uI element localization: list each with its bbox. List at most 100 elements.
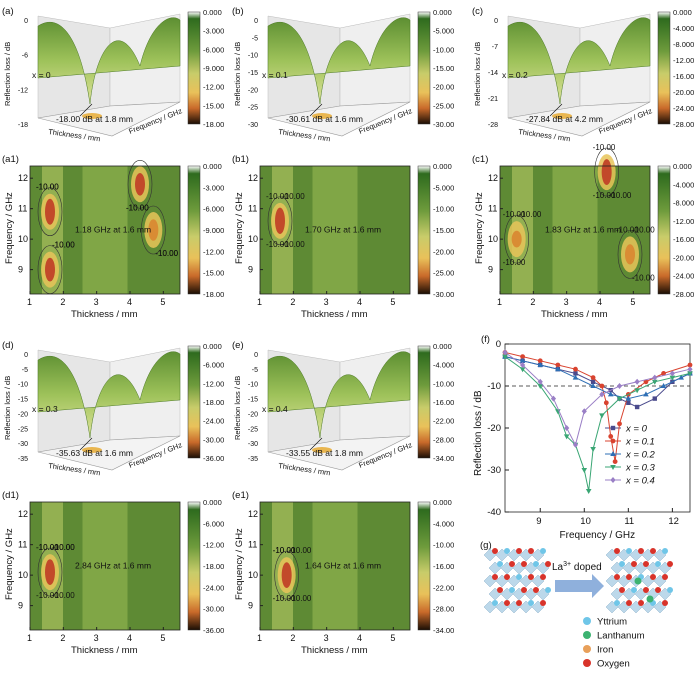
y-axis-label: Frequency / GHz bbox=[4, 192, 15, 264]
atom bbox=[626, 574, 632, 580]
atom bbox=[619, 561, 625, 567]
composition-label: x = 0.3 bbox=[32, 404, 58, 414]
colorbar-label: -15.00 bbox=[203, 269, 224, 278]
x-tick-label: 5 bbox=[160, 297, 165, 307]
x-tick-label: 3 bbox=[94, 297, 99, 307]
colorbar-label: -3.000 bbox=[203, 183, 224, 192]
y-tick-label: 11 bbox=[18, 204, 27, 214]
contour-label: -10.00 bbox=[36, 591, 59, 600]
atom bbox=[655, 561, 661, 567]
panel-tag: (c) bbox=[472, 6, 483, 17]
panel-tag: (d) bbox=[2, 340, 14, 351]
colorbar bbox=[417, 345, 431, 459]
colorbar-label: 0.000 bbox=[203, 498, 222, 507]
colorbar-label: -18.00 bbox=[203, 290, 224, 299]
colorbar-label: 0.000 bbox=[203, 342, 222, 351]
atom bbox=[528, 548, 534, 554]
colorbar-label: -36.00 bbox=[203, 626, 224, 635]
colorbar-label: 0.000 bbox=[203, 8, 222, 17]
structure-panel: (g) La3+ doped Yttrium Lanthanum Iron Oxygen bbox=[480, 540, 673, 670]
annotation-pointer bbox=[549, 103, 563, 117]
colorbar-label: -18.00 bbox=[203, 562, 224, 571]
atom bbox=[533, 561, 539, 567]
colorbar-label: -10.00 bbox=[433, 541, 454, 550]
contour-line bbox=[617, 230, 643, 279]
legend-label: x = 0.1 bbox=[625, 437, 655, 448]
data-point bbox=[537, 358, 543, 364]
colorbar-label: -4.000 bbox=[433, 519, 454, 528]
atom bbox=[626, 600, 632, 606]
x-tick-label: 5 bbox=[630, 297, 635, 307]
atom bbox=[504, 600, 510, 606]
x-axis-label: Thickness / mm bbox=[71, 309, 138, 320]
colorbar-label: -5.000 bbox=[433, 183, 454, 192]
surface bbox=[507, 17, 651, 105]
heatmap-band bbox=[552, 166, 598, 294]
y-tick-label: -10 bbox=[487, 381, 501, 392]
data-point bbox=[625, 395, 632, 401]
data-point bbox=[634, 404, 640, 410]
data-point bbox=[519, 357, 526, 363]
z-axis-label: Reflection loss / dB bbox=[473, 42, 482, 106]
x-tick-label: 11 bbox=[624, 516, 634, 527]
colorbar-label: -12.00 bbox=[203, 83, 224, 92]
colorbar-label: -4.000 bbox=[673, 180, 694, 189]
contour-label: -10.00 bbox=[155, 249, 178, 258]
z-tick-label: 0 bbox=[254, 18, 258, 25]
panel-tag: (a) bbox=[2, 6, 14, 17]
data-point bbox=[581, 468, 588, 473]
colorbar-label: -15.00 bbox=[433, 64, 454, 73]
colorbar-label: -16.00 bbox=[433, 562, 454, 571]
heatmap-panel: -10.00-10.00-10.00-10.00-10.00-10.00-10.… bbox=[2, 154, 224, 320]
data-point bbox=[617, 421, 622, 427]
contour-label: -10.00 bbox=[126, 203, 149, 212]
z-tick-label: -20 bbox=[248, 411, 258, 418]
data-point bbox=[608, 434, 614, 439]
panel-tag: (f) bbox=[481, 334, 490, 345]
colorbar-label: 0.000 bbox=[433, 342, 452, 351]
heatmap-annotation: 1.83 GHz at 1.6 mm bbox=[545, 225, 621, 235]
colorbar-label: -15.00 bbox=[433, 226, 454, 235]
dopant-atom bbox=[634, 577, 642, 585]
x-tick-label: 4 bbox=[127, 297, 132, 307]
z-tick-label: -6 bbox=[22, 53, 28, 60]
panel-tag: (b1) bbox=[232, 154, 249, 165]
data-point bbox=[669, 370, 675, 377]
colorbar-label: -8.000 bbox=[673, 40, 694, 49]
atom bbox=[516, 548, 522, 554]
minimum-core bbox=[281, 562, 292, 589]
atom bbox=[528, 574, 534, 580]
legend-label: x = 0.4 bbox=[625, 476, 655, 487]
z-tick-label: -21 bbox=[488, 96, 498, 103]
data-point bbox=[687, 362, 693, 368]
data-point bbox=[564, 425, 570, 431]
atom bbox=[509, 561, 515, 567]
y-axis-label: Frequency / GHz bbox=[234, 192, 245, 264]
colorbar-label: -28.00 bbox=[433, 435, 454, 444]
annotation-pointer bbox=[309, 437, 323, 451]
colorbar-label: -36.00 bbox=[203, 454, 224, 463]
colorbar-label: -20.00 bbox=[433, 247, 454, 256]
y-tick-label: -20 bbox=[487, 423, 501, 434]
x-tick-label: 2 bbox=[530, 297, 535, 307]
series-4: x = 0.4 bbox=[502, 349, 693, 487]
contour-label: -10.00 bbox=[126, 203, 149, 212]
z-tick-label: -10 bbox=[248, 53, 258, 60]
atom bbox=[528, 600, 534, 606]
y-tick-label: 10 bbox=[18, 234, 28, 244]
contour-label: -10.00 bbox=[36, 183, 59, 192]
colorbar-label: 0.000 bbox=[673, 8, 692, 17]
contour-label: -10.00 bbox=[52, 543, 75, 552]
minimum-core bbox=[601, 159, 612, 186]
x-axis-label: Thickness / mm bbox=[541, 309, 608, 320]
atom bbox=[492, 574, 498, 580]
contour-label: -10.00 bbox=[266, 192, 289, 201]
composition-label: x = 0.4 bbox=[262, 404, 288, 414]
surface-annotation: -30.61 dB at 1.6 mm bbox=[286, 114, 363, 124]
x-axis-label: Thickness / mm bbox=[301, 309, 368, 320]
contour-label: -10.00 bbox=[632, 225, 655, 234]
contour-label: -10.00 bbox=[616, 225, 639, 234]
colorbar-label: -22.00 bbox=[433, 417, 454, 426]
